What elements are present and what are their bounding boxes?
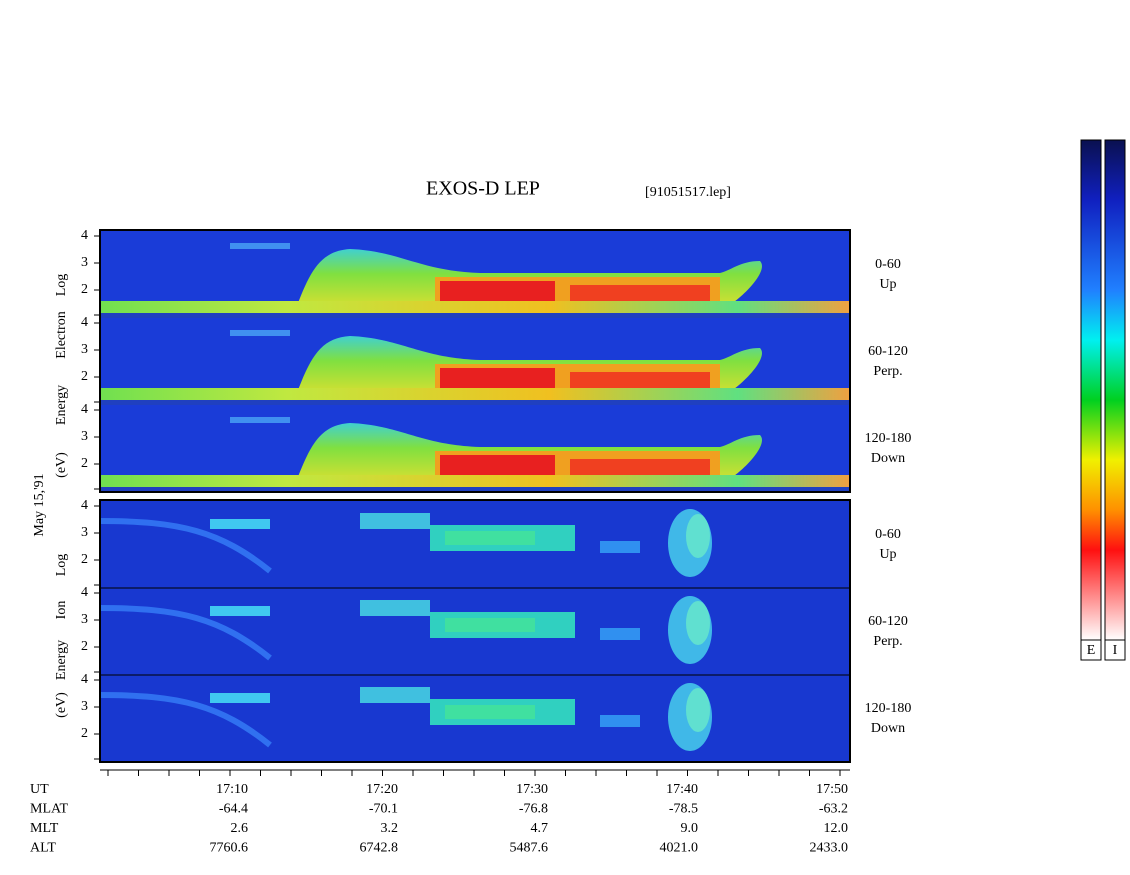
row-value: -64.4 [219, 802, 248, 817]
row-label: MLAT [30, 802, 69, 817]
ion-frame [99, 499, 851, 763]
y-tick-label: 2 [81, 726, 88, 741]
y-axis-label: (eV) [54, 452, 69, 478]
row-value: 2.6 [231, 821, 249, 836]
y-axis-label: Ion [54, 601, 69, 620]
filename: [91051517.lep] [645, 185, 731, 200]
row-value: 17:50 [816, 782, 848, 797]
colorbar-label-box [1080, 639, 1102, 661]
y-tick-label: 3 [81, 429, 88, 444]
y-tick-label: 2 [81, 552, 88, 567]
colorbar-label: I [1113, 643, 1118, 658]
y-tick-label: 3 [81, 612, 88, 627]
y-axis-label: Log [54, 554, 69, 577]
pitch-angle: 60-120 [868, 344, 908, 359]
row-label: ALT [30, 841, 56, 856]
y-tick-label: 4 [81, 315, 88, 330]
row-value: 6742.8 [360, 841, 399, 856]
electron-frame [99, 229, 851, 493]
title: EXOS-D LEP [426, 178, 540, 200]
row-value: -78.5 [669, 802, 698, 817]
y-tick-label: 4 [81, 228, 88, 243]
y-tick-label: 4 [81, 672, 88, 687]
row-label: MLT [30, 821, 59, 836]
colorbar-label: E [1087, 643, 1096, 658]
y-tick-label: 4 [81, 402, 88, 417]
row-value: 17:10 [216, 782, 248, 797]
row-value: -76.8 [519, 802, 548, 817]
row-value: 12.0 [824, 821, 849, 836]
y-axis-label: Electron [54, 311, 69, 358]
direction: Up [879, 277, 896, 292]
row-value: -63.2 [819, 802, 848, 817]
colorbar-label-box [1104, 639, 1126, 661]
y-tick-label: 3 [81, 525, 88, 540]
row-value: 4.7 [531, 821, 549, 836]
y-tick-label: 4 [81, 498, 88, 513]
pitch-angle: 0-60 [875, 257, 901, 272]
pitch-angle: 60-120 [868, 614, 908, 629]
y-axis-label: Energy [54, 385, 69, 425]
y-axis-label: Energy [54, 640, 69, 680]
row-value: 17:30 [516, 782, 548, 797]
row-value: 4021.0 [660, 841, 699, 856]
direction: Up [879, 547, 896, 562]
row-value: -70.1 [369, 802, 398, 817]
direction: Perp. [873, 634, 902, 649]
pitch-angle: 0-60 [875, 527, 901, 542]
y-tick-label: 4 [81, 585, 88, 600]
direction: Down [871, 721, 905, 736]
row-value: 7760.6 [210, 841, 249, 856]
spectrogram-electron [100, 231, 850, 492]
y-axis-label: (eV) [54, 692, 69, 718]
spectrogram-ion [100, 501, 850, 762]
date-label: May 15,'91 [32, 473, 47, 536]
row-value: 5487.6 [510, 841, 549, 856]
direction: Down [871, 451, 905, 466]
row-value: 9.0 [681, 821, 699, 836]
y-tick-label: 2 [81, 282, 88, 297]
direction: Perp. [873, 364, 902, 379]
row-value: 17:40 [666, 782, 698, 797]
row-value: 2433.0 [810, 841, 849, 856]
row-label: UT [30, 782, 49, 797]
row-value: 17:20 [366, 782, 398, 797]
colorbar-ion [1104, 139, 1126, 641]
row-value: 3.2 [381, 821, 399, 836]
pitch-angle: 120-180 [865, 431, 912, 446]
time-ticks [107, 770, 841, 776]
y-tick-label: 2 [81, 639, 88, 654]
y-axis-label: Log [54, 274, 69, 297]
pitch-angle: 120-180 [865, 701, 912, 716]
y-tick-label: 2 [81, 369, 88, 384]
y-tick-label: 3 [81, 342, 88, 357]
colorbar-electron [1080, 139, 1102, 641]
y-tick-label: 3 [81, 699, 88, 714]
y-tick-label: 2 [81, 456, 88, 471]
y-tick-label: 3 [81, 255, 88, 270]
